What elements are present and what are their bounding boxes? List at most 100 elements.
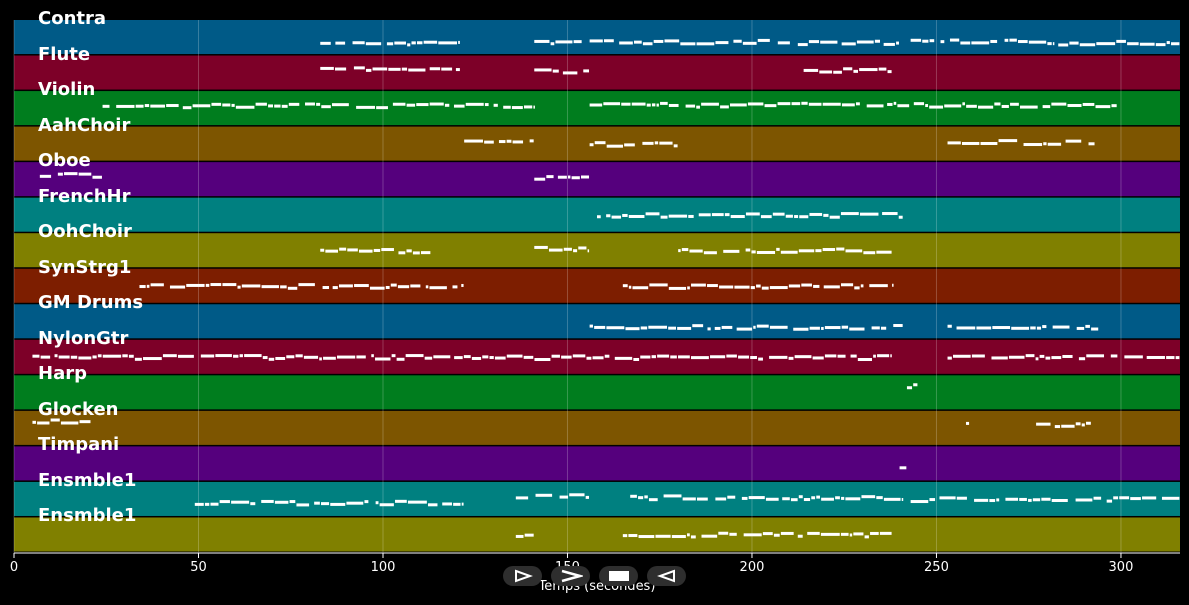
- note-mark: [638, 535, 655, 539]
- note-mark: [150, 104, 165, 108]
- note-mark: [822, 248, 836, 252]
- note-mark: [215, 354, 232, 358]
- note-mark: [859, 68, 878, 72]
- note-mark: [678, 249, 681, 253]
- note-mark: [587, 249, 590, 253]
- note-mark: [428, 503, 438, 507]
- note-mark: [534, 68, 552, 72]
- note-mark: [562, 71, 578, 75]
- note-mark: [239, 354, 243, 358]
- note-mark: [604, 354, 610, 358]
- note-mark: [397, 285, 410, 289]
- note-mark: [1142, 496, 1157, 500]
- note-mark: [841, 325, 849, 329]
- note-mark: [523, 355, 534, 359]
- note-mark: [494, 356, 506, 360]
- note-mark: [1011, 326, 1030, 330]
- note-mark: [860, 284, 864, 288]
- chevron-right-icon: [561, 569, 583, 583]
- note-mark: [801, 283, 812, 287]
- note-mark: [859, 212, 879, 216]
- note-mark: [727, 495, 736, 499]
- note-mark: [408, 68, 426, 72]
- note-mark: [606, 214, 611, 218]
- note-mark: [192, 104, 211, 108]
- note-mark: [150, 283, 164, 287]
- note-mark: [780, 531, 794, 535]
- note-mark: [654, 141, 659, 145]
- note-mark: [893, 101, 897, 105]
- track-label: Oboe: [38, 150, 91, 172]
- note-mark: [231, 500, 250, 504]
- note-mark: [241, 284, 261, 288]
- note-mark: [92, 355, 97, 359]
- note-mark: [353, 66, 365, 70]
- note-mark: [850, 354, 857, 358]
- back-button[interactable]: [647, 566, 686, 586]
- note-mark: [696, 497, 708, 501]
- note-mark: [296, 503, 310, 507]
- note-mark: [412, 251, 420, 255]
- note-mark: [747, 102, 764, 106]
- note-mark: [1030, 326, 1036, 330]
- note-mark: [364, 500, 369, 504]
- note-mark: [821, 326, 824, 330]
- note-mark: [546, 175, 554, 179]
- track-label: NylonGtr: [38, 327, 129, 349]
- note-mark: [638, 496, 644, 500]
- note-mark: [687, 286, 690, 290]
- note-mark: [573, 40, 582, 44]
- x-tick-label: 50: [190, 560, 207, 575]
- note-mark: [134, 357, 142, 361]
- note-mark: [1061, 424, 1075, 428]
- note-mark: [710, 355, 726, 359]
- note-mark: [611, 215, 622, 219]
- note-mark: [244, 354, 262, 358]
- note-mark: [1028, 40, 1047, 44]
- forward-button[interactable]: [551, 566, 590, 586]
- note-mark: [913, 102, 925, 106]
- note-mark: [689, 249, 703, 253]
- note-mark: [461, 283, 464, 287]
- play-button[interactable]: [503, 566, 542, 586]
- note-mark: [1010, 102, 1019, 106]
- note-mark: [925, 104, 929, 108]
- note-mark: [261, 499, 274, 503]
- note-mark: [424, 356, 433, 360]
- note-mark: [949, 38, 960, 42]
- note-mark: [892, 283, 894, 287]
- track-band: [14, 197, 1180, 232]
- note-mark: [738, 355, 750, 359]
- note-mark: [819, 70, 833, 74]
- note-mark: [726, 354, 737, 358]
- note-mark: [651, 355, 656, 359]
- stop-button[interactable]: [599, 566, 638, 586]
- note-mark: [552, 69, 559, 73]
- note-mark: [910, 500, 929, 504]
- note-mark: [1075, 498, 1093, 502]
- note-mark: [330, 502, 346, 506]
- note-mark: [878, 67, 887, 71]
- note-mark: [764, 104, 777, 108]
- note-mark: [648, 498, 658, 502]
- track-label: Ensmble1: [38, 469, 137, 491]
- note-mark: [721, 325, 733, 329]
- note-mark: [1035, 357, 1039, 361]
- note-mark: [882, 212, 898, 216]
- note-mark: [1019, 497, 1027, 501]
- note-mark: [205, 283, 210, 287]
- note-mark: [1139, 42, 1155, 46]
- note-mark: [632, 286, 649, 290]
- note-mark: [1052, 325, 1070, 329]
- note-mark: [406, 103, 416, 107]
- note-mark: [677, 326, 692, 330]
- note-mark: [346, 501, 364, 505]
- note-mark: [649, 283, 668, 287]
- note-mark: [97, 354, 102, 358]
- note-mark: [836, 247, 845, 251]
- note-mark: [896, 41, 899, 45]
- note-mark: [50, 418, 60, 422]
- note-mark: [876, 250, 892, 254]
- note-mark: [1018, 40, 1028, 44]
- note-mark: [974, 498, 989, 502]
